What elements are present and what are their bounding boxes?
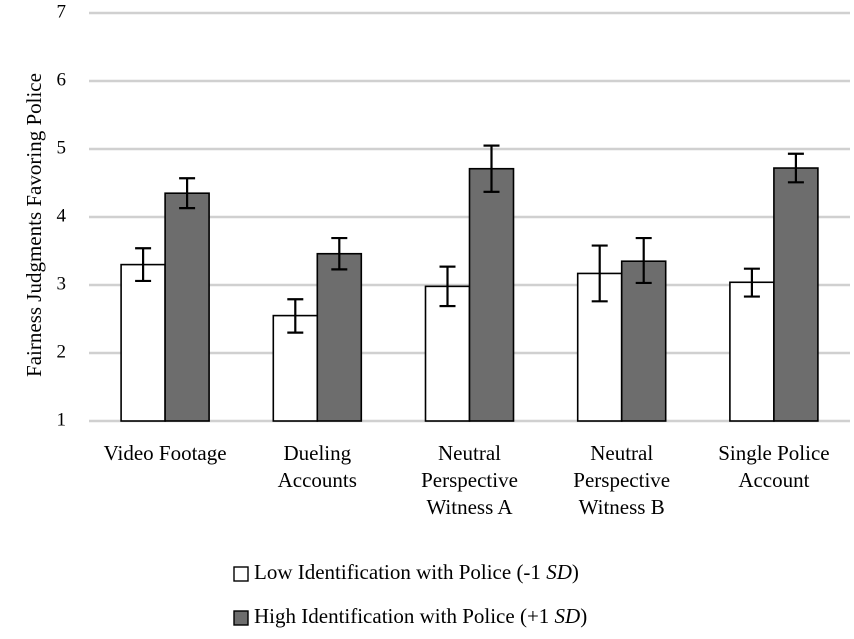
bar-low-identification	[729, 281, 775, 422]
bars	[120, 167, 819, 422]
y-tick-label: 5	[57, 137, 67, 158]
error-bars	[135, 144, 804, 334]
x-category-label: Neutral Perspective Witness A	[421, 441, 518, 519]
y-axis-title: Fairness Judgments Favoring Police	[22, 73, 46, 377]
legend-label-high: High Identification with Police (+1 SD)	[254, 604, 587, 628]
bar-low-identification	[424, 285, 471, 422]
y-tick-label: 6	[57, 69, 67, 90]
bar-low-identification	[120, 263, 166, 422]
x-category-label: Single Police Account	[718, 441, 829, 492]
legend-swatch-low	[233, 566, 249, 582]
x-category-label: Dueling Accounts	[278, 441, 357, 492]
bar-high-identification	[620, 260, 667, 422]
bar-high-identification	[773, 167, 819, 422]
y-axis-tick-labels: 1 2 3 4 5 6 7	[57, 1, 67, 430]
y-tick-label: 3	[57, 273, 67, 294]
legend-label-low: Low Identification with Police (-1 SD)	[254, 560, 579, 584]
bar-high-identification	[164, 192, 210, 422]
legend-swatch-high	[233, 610, 249, 626]
x-category-label: Video Footage	[104, 441, 227, 465]
bar-high-identification	[316, 252, 363, 422]
bar-high-identification	[468, 167, 515, 422]
y-tick-label: 1	[57, 409, 67, 430]
y-tick-label: 2	[57, 341, 67, 362]
legend: Low Identification with Police (-1 SD) Hi…	[233, 560, 587, 628]
x-category-label: Neutral Perspective Witness B	[573, 441, 670, 519]
x-axis-category-labels: Video Footage Dueling Accounts Neutral Persp…	[104, 441, 830, 519]
y-tick-label: 4	[57, 205, 67, 226]
y-tick-label: 7	[57, 1, 67, 22]
